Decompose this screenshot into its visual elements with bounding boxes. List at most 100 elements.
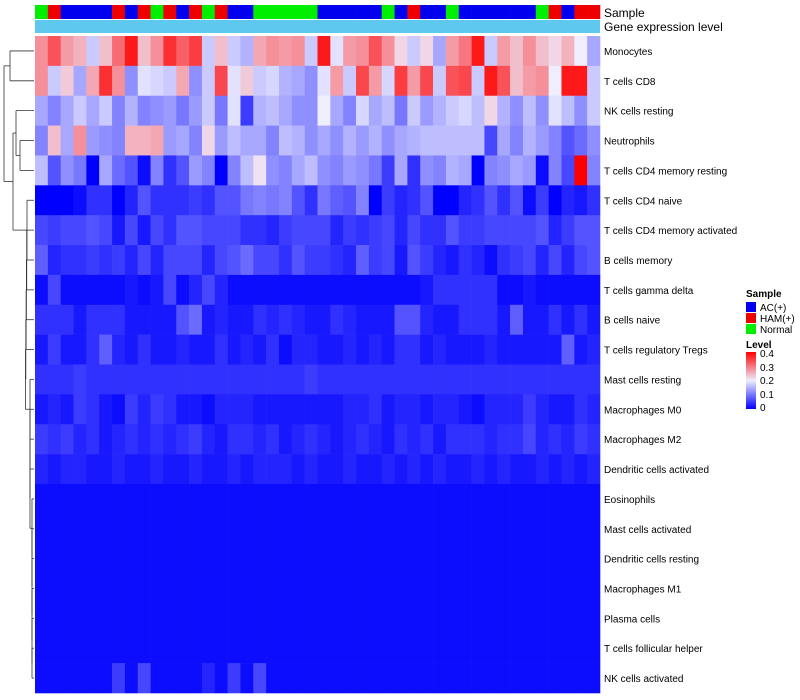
heatmap-cell bbox=[266, 454, 280, 485]
heatmap-cell bbox=[304, 424, 318, 455]
level-colorbar bbox=[746, 352, 756, 409]
heatmap-cell bbox=[548, 36, 562, 67]
heatmap-cell bbox=[510, 603, 524, 634]
heatmap-cell bbox=[356, 483, 370, 515]
sample-annotation-cell bbox=[201, 5, 216, 19]
heatmap-cell bbox=[60, 274, 74, 306]
heatmap-cell bbox=[304, 36, 318, 67]
heatmap-cell bbox=[458, 483, 472, 515]
heatmap-cell bbox=[73, 603, 87, 634]
heatmap-cell bbox=[561, 364, 575, 395]
heatmap-cell bbox=[86, 304, 100, 335]
heatmap-cell bbox=[317, 603, 331, 634]
heatmap-cell bbox=[201, 543, 216, 574]
heatmap-cell bbox=[407, 513, 421, 544]
heatmap-cell bbox=[587, 155, 601, 186]
heatmap-cell bbox=[497, 454, 511, 485]
heatmap-cell bbox=[330, 36, 344, 67]
heatmap-cell bbox=[266, 364, 280, 395]
heatmap-cell bbox=[587, 364, 601, 395]
heatmap-cell bbox=[394, 304, 408, 335]
heatmap-cell bbox=[214, 95, 228, 126]
heatmap-cell bbox=[47, 125, 61, 156]
row-label: Mast cells activated bbox=[604, 525, 691, 536]
heatmap-cell bbox=[330, 543, 344, 574]
heatmap-cell bbox=[548, 513, 562, 544]
heatmap-cell bbox=[253, 663, 267, 694]
heatmap-cell bbox=[407, 245, 421, 276]
level-tick-0.1: 0.1 bbox=[760, 390, 774, 401]
heatmap-cell bbox=[304, 274, 318, 306]
heatmap-cell bbox=[330, 663, 344, 694]
heatmap-cell bbox=[99, 513, 113, 544]
heatmap-cell bbox=[35, 573, 49, 604]
heatmap-cell bbox=[150, 573, 164, 604]
heatmap-cell bbox=[47, 663, 61, 694]
sample-annotation-cell bbox=[86, 5, 100, 19]
heatmap-cell bbox=[266, 633, 280, 664]
heatmap-cell bbox=[112, 334, 126, 365]
sample-annotation-cell bbox=[548, 5, 562, 19]
heatmap-cell bbox=[189, 394, 203, 425]
heatmap-cell bbox=[445, 304, 460, 335]
heatmap-cell bbox=[278, 185, 293, 216]
heatmap-cell bbox=[561, 483, 575, 515]
heatmap-cell bbox=[163, 245, 177, 276]
heatmap-cell bbox=[471, 155, 485, 186]
heatmap-cell bbox=[150, 513, 164, 544]
heatmap-cell bbox=[35, 304, 49, 335]
heatmap-cell bbox=[278, 394, 293, 425]
heatmap-cell bbox=[214, 603, 228, 634]
heatmap-cell bbox=[47, 245, 61, 276]
heatmap-cell bbox=[47, 483, 61, 515]
heatmap-cell bbox=[484, 185, 498, 216]
sample-annotation-cell bbox=[356, 5, 370, 19]
heatmap-cell bbox=[420, 543, 434, 574]
heatmap-cell bbox=[587, 603, 601, 634]
heatmap-cell bbox=[240, 633, 254, 664]
sample-annotation-cell bbox=[535, 5, 549, 19]
heatmap-cell bbox=[86, 543, 100, 574]
heatmap-cell bbox=[189, 155, 203, 186]
heatmap-cell bbox=[548, 424, 562, 455]
heatmap-cell bbox=[574, 155, 588, 186]
heatmap-cell bbox=[150, 364, 164, 395]
heatmap-cell bbox=[176, 513, 190, 544]
heatmap-cell bbox=[587, 543, 601, 574]
heatmap-cell bbox=[394, 633, 408, 664]
heatmap-cell bbox=[201, 65, 216, 97]
heatmap-cell bbox=[356, 274, 370, 306]
heatmap-cell bbox=[150, 663, 164, 694]
sample-annotation-cell bbox=[561, 5, 575, 19]
heatmap-cell bbox=[60, 125, 74, 156]
heatmap-cell bbox=[86, 95, 100, 126]
heatmap-cell bbox=[189, 65, 203, 97]
heatmap-cell bbox=[510, 65, 524, 97]
heatmap-cell bbox=[535, 334, 549, 365]
heatmap-cell bbox=[227, 573, 241, 604]
heatmap-cell bbox=[368, 95, 383, 126]
heatmap-cell bbox=[394, 663, 408, 694]
heatmap-cell bbox=[356, 36, 370, 67]
heatmap-cell bbox=[278, 663, 293, 694]
row-label: Dendritic cells resting bbox=[604, 555, 699, 566]
heatmap-cell bbox=[445, 95, 460, 126]
heatmap-cell bbox=[330, 185, 344, 216]
heatmap-cell bbox=[201, 215, 216, 246]
heatmap-cell bbox=[227, 274, 241, 306]
heatmap-cell bbox=[278, 155, 293, 186]
heatmap-cell bbox=[317, 483, 331, 515]
heatmap-cell bbox=[112, 65, 126, 97]
heatmap-cell bbox=[587, 185, 601, 216]
heatmap-cell bbox=[99, 155, 113, 186]
heatmap-cell bbox=[99, 304, 113, 335]
heatmap-cell bbox=[561, 454, 575, 485]
heatmap-cell bbox=[137, 394, 151, 425]
heatmap-cell bbox=[176, 274, 190, 306]
heatmap-cell bbox=[510, 513, 524, 544]
heatmap-cell bbox=[176, 663, 190, 694]
heatmap-cell bbox=[124, 334, 139, 365]
sample-legend: Sample AC(+) HAM(+) Normal bbox=[746, 289, 795, 336]
heatmap-cell bbox=[137, 543, 151, 574]
heatmap-cell bbox=[458, 603, 472, 634]
